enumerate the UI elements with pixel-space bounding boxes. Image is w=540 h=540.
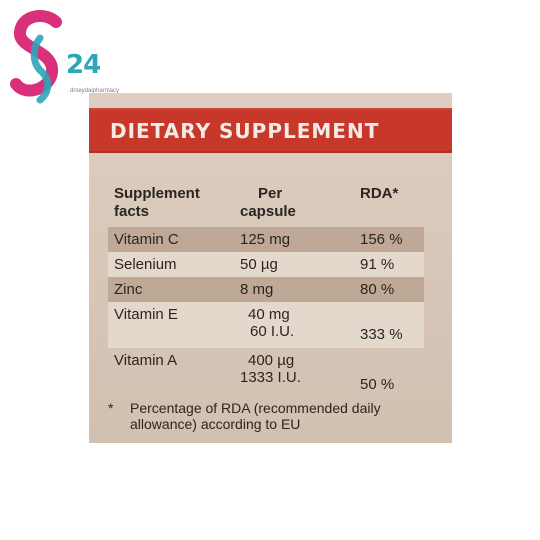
nutrient-amount: 8 mg [240, 281, 274, 298]
header-per-capsule: Per capsule [240, 185, 296, 221]
amount-line: 40 mg [248, 306, 290, 323]
header-line: Per [258, 185, 283, 202]
header-line: Supplement [114, 185, 200, 202]
supplement-facts-table: Supplement facts Per capsule RDA* Vitami… [108, 183, 424, 398]
nutrient-rda: 333 % [360, 326, 403, 343]
nutrient-name: Vitamin E [114, 306, 178, 323]
footnote-marker: * [108, 400, 114, 416]
amount-line: 1333 I.U. [240, 369, 301, 386]
nutrient-name: Vitamin A [114, 352, 178, 369]
nutrient-amount: 50 µg [240, 256, 278, 273]
footnote-text: Percentage of RDA (recommended daily all… [130, 400, 381, 432]
pharmacy-logo: 24 drseydaipharmacy [10, 8, 120, 108]
nutrient-rda: 80 % [360, 281, 395, 298]
nutrient-name: Vitamin C [114, 231, 179, 248]
nutrient-rda: 50 % [360, 376, 395, 393]
nutrient-amount: 40 mg 60 I.U. [240, 306, 294, 340]
header-line: facts [114, 203, 150, 220]
nutrient-name: Selenium [114, 256, 177, 273]
header-line: capsule [240, 203, 296, 220]
logo-s-mark-icon [10, 10, 62, 104]
logo-url-text: drseydaipharmacy [70, 88, 120, 94]
nutrient-amount: 125 mg [240, 231, 291, 248]
table-row: Vitamin A 400 µg 1333 I.U. 50 % [108, 348, 424, 398]
nutrient-rda: 91 % [360, 256, 395, 273]
nutrient-rda: 156 % [360, 231, 403, 248]
nutrient-amount: 400 µg 1333 I.U. [240, 352, 301, 386]
table-row: Vitamin E 40 mg 60 I.U. 333 % [108, 302, 424, 348]
table-row: Selenium 50 µg 91 % [108, 252, 424, 277]
amount-line: 400 µg [248, 352, 295, 369]
nutrient-name: Zinc [114, 281, 143, 298]
logo-number: 24 [66, 50, 101, 80]
table-row: Vitamin C 125 mg 156 % [108, 227, 424, 252]
header-supplement-facts: Supplement facts [114, 185, 200, 221]
title-banner [89, 108, 452, 153]
banner-title: DIETARY SUPPLEMENT [110, 119, 380, 143]
amount-line: 60 I.U. [250, 323, 295, 340]
table-row: Zinc 8 mg 80 % [108, 277, 424, 302]
header-rda: RDA* [360, 185, 399, 202]
table-header: Supplement facts Per capsule RDA* [108, 183, 424, 227]
